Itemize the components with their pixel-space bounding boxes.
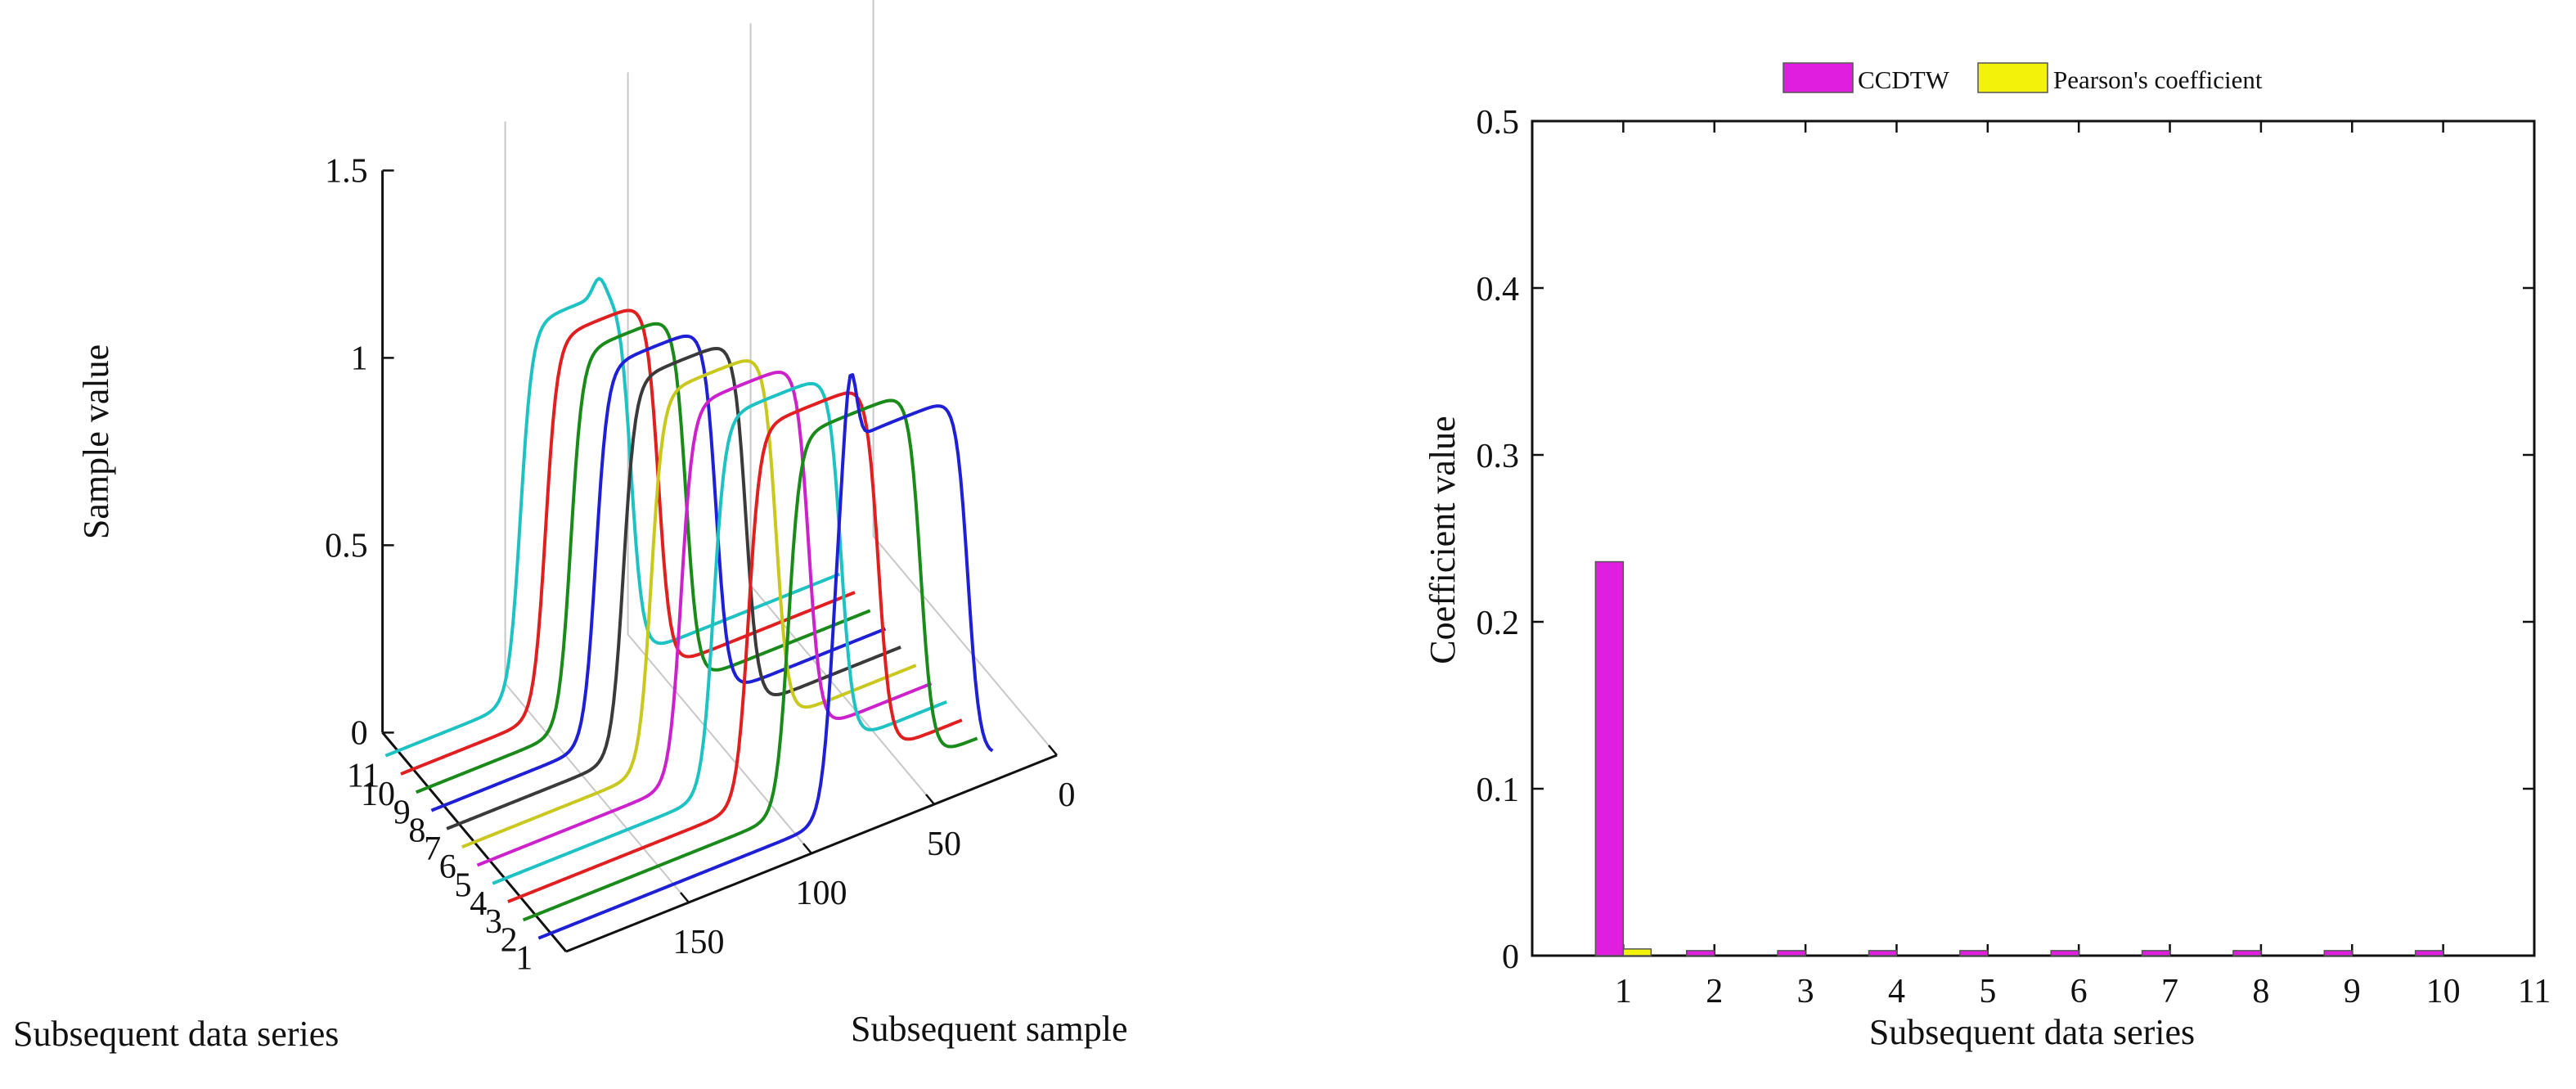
- z-tick-label: 1: [351, 340, 368, 377]
- series-line-2: [522, 398, 978, 922]
- bar-ccdtw-5: [1959, 950, 1989, 956]
- bar-y-tick-label: 0: [1502, 938, 1519, 976]
- bar-x-tick-label: 6: [2070, 973, 2088, 1010]
- series-line-3: [507, 391, 963, 903]
- grid-line-x-50: [749, 23, 935, 805]
- waterfall-series-lines: [384, 277, 994, 940]
- series-line-10: [400, 308, 856, 776]
- y-tick-label: 9: [393, 794, 411, 831]
- bar-x-tick-label: 11: [2518, 973, 2551, 1010]
- bar-x-tick-label: 1: [1615, 973, 1632, 1010]
- series-line-8: [430, 334, 887, 812]
- y-tick-label: 6: [439, 848, 456, 886]
- bar-x-axis-title: Subsequent data series: [1869, 1012, 2195, 1052]
- y-tick-label: 2: [501, 921, 518, 959]
- y-tick-label: 5: [455, 867, 472, 905]
- x-tick-label: 150: [673, 924, 725, 961]
- z-axis-title: Sample value: [76, 344, 116, 539]
- bar-x-tick-label: 8: [2252, 973, 2269, 1010]
- grid-line-x-0: [872, 0, 1058, 756]
- legend-label-pearson: Pearson's coefficient: [2053, 65, 2263, 94]
- series-line-4: [492, 381, 947, 885]
- bar-ccdtw-4: [1868, 950, 1898, 956]
- bar-axis-ticks: 0 0.1 0.2 0.3 0.4 0.5 1 2 3 4 5 6 7 8 9 10 11: [1477, 104, 2551, 1010]
- waterfall-grid: [504, 0, 1058, 903]
- y-tick-label: 4: [470, 885, 487, 923]
- bar-x-tick-label: 3: [1797, 973, 1814, 1010]
- x-tick-label: 50: [927, 826, 961, 863]
- bar-ccdtw-8: [2232, 950, 2262, 956]
- bar-y-tick-label: 0.5: [1477, 104, 1520, 142]
- x-tick-label: 100: [796, 875, 847, 912]
- x-tick-100: [802, 843, 812, 854]
- series-line-6: [461, 359, 917, 849]
- y-axis-title: Subsequent data series: [13, 1014, 339, 1054]
- bar-y-tick-label: 0.3: [1477, 438, 1520, 475]
- z-tick-label: 1.5: [325, 152, 368, 190]
- bar-ccdtw-9: [2323, 950, 2353, 956]
- bar-y-tick-label: 0.2: [1477, 605, 1520, 642]
- legend-label-ccdtw: CCDTW: [1858, 65, 1950, 94]
- x-tick-0: [1048, 745, 1058, 756]
- bar-x-tick-label: 9: [2344, 973, 2361, 1010]
- series-line-5: [476, 371, 933, 867]
- series-line-9: [415, 322, 871, 794]
- bar-y-tick-label: 0.1: [1477, 772, 1520, 809]
- legend-swatch-ccdtw: [1783, 62, 1854, 93]
- bar-y-tick-label: 0.4: [1477, 271, 1520, 308]
- bar-x-tick-label: 4: [1888, 973, 1905, 1010]
- z-tick-label: 0: [351, 714, 368, 752]
- bar-x-tick-label: 10: [2426, 973, 2461, 1010]
- grid-line-x-100: [627, 72, 812, 854]
- bar-ccdtw-1: [1594, 560, 1625, 956]
- legend: CCDTW Pearson's coefficient: [1783, 62, 2263, 94]
- y-tick-label: 1: [515, 940, 533, 978]
- bar-y-axis-title: Coefficient value: [1423, 416, 1463, 664]
- y-tick-label: 11: [347, 758, 380, 795]
- series-line-1: [537, 373, 994, 940]
- bar-ccdtw-7: [2141, 950, 2171, 956]
- y-tick-label: 3: [485, 903, 502, 941]
- x-tick-150: [680, 892, 690, 903]
- x-tick-50: [925, 794, 935, 805]
- bar-x-tick-label: 5: [1979, 973, 1996, 1010]
- bar-x-tick-label: 2: [1706, 973, 1723, 1010]
- bar-chart: 0 0.1 0.2 0.3 0.4 0.5 1 2 3 4 5 6 7 8 9 10 11 CCDTW Pear…: [1423, 62, 2551, 1052]
- y-tick-label: 10: [361, 776, 395, 813]
- bar-ccdtw-6: [2050, 950, 2079, 956]
- legend-swatch-pearson: [1977, 62, 2048, 93]
- x-axis-title: Subsequent sample: [851, 1009, 1128, 1049]
- series-line-11: [384, 277, 841, 758]
- bar-ccdtw-2: [1685, 950, 1715, 956]
- y-tick-label: 8: [408, 812, 425, 850]
- bar-pearson-s-coefficient-1: [1622, 948, 1652, 956]
- x-tick-label: 0: [1059, 776, 1076, 814]
- bar-x-tick-label: 7: [2161, 973, 2178, 1010]
- y-tick-label: 7: [424, 830, 441, 868]
- plot-frame: [1531, 119, 2536, 957]
- bar-ccdtw-3: [1777, 950, 1806, 956]
- z-tick-label: 0.5: [325, 527, 368, 565]
- bar-ccdtw-10: [2414, 950, 2444, 956]
- bar-marks: [1594, 560, 2444, 956]
- series-line-7: [446, 347, 901, 830]
